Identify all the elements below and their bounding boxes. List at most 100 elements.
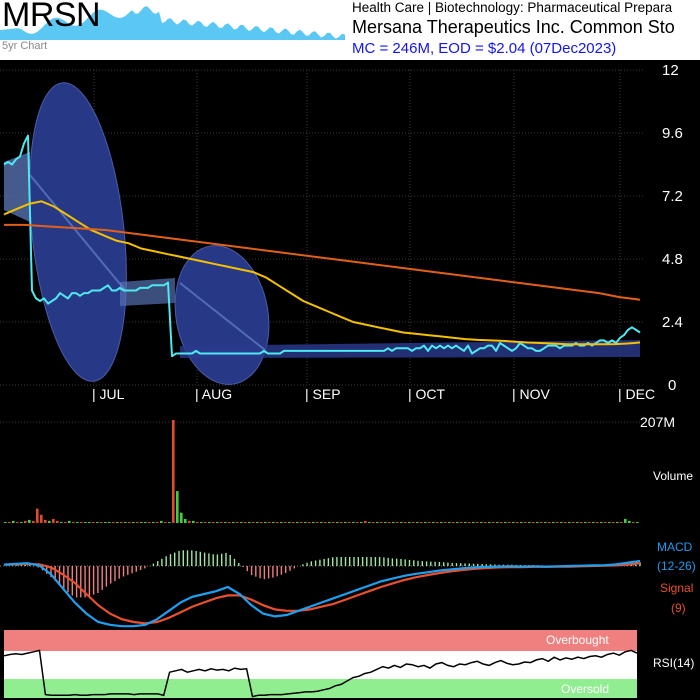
volume-bar <box>176 491 179 523</box>
volume-bar <box>80 522 83 523</box>
volume-bar <box>264 522 267 523</box>
volume-bar <box>572 522 575 523</box>
volume-bar <box>336 522 339 523</box>
volume-bar <box>20 522 23 523</box>
volume-bar <box>292 522 295 523</box>
month-label: | SEP <box>305 386 341 402</box>
volume-bar <box>260 522 263 523</box>
volume-bar <box>412 522 415 523</box>
month-label: | NOV <box>512 386 551 402</box>
volume-bar <box>156 522 159 523</box>
volume-bar <box>12 520 15 523</box>
volume-bar <box>36 508 39 523</box>
volume-bar <box>508 522 511 523</box>
volume-bar <box>480 522 483 523</box>
volume-bar <box>216 522 219 523</box>
volume-bar <box>612 522 615 523</box>
price-series-group <box>3 134 641 358</box>
volume-bar <box>500 522 503 523</box>
month-label: | AUG <box>195 386 232 402</box>
volume-bar <box>144 522 147 523</box>
volume-bar <box>600 522 603 523</box>
volume-bar <box>392 522 395 523</box>
overbought-zone <box>4 630 637 651</box>
volume-bar <box>460 522 463 523</box>
chart-header: MRSN 5yr Chart Health Care | Biotechnolo… <box>0 0 700 60</box>
volume-bar <box>244 522 247 523</box>
volume-bar <box>632 522 635 523</box>
volume-bar <box>556 522 559 523</box>
volume-bar <box>200 522 203 523</box>
volume-bar <box>448 522 451 523</box>
volume-bar <box>504 522 507 523</box>
volume-bar <box>116 522 119 523</box>
series-line-close <box>3 134 641 358</box>
volume-bar <box>248 522 251 523</box>
volume-bar <box>160 520 163 523</box>
bollinger-ellipses <box>4 82 640 385</box>
volume-bar <box>468 522 471 523</box>
volume-bar <box>340 522 343 523</box>
macd-panel <box>0 550 641 628</box>
volume-bar <box>32 520 35 523</box>
volume-bar <box>268 522 271 523</box>
overbought-label: Overbought <box>546 633 609 647</box>
volume-bar <box>168 522 171 523</box>
volume-bar <box>312 522 315 523</box>
volume-bar <box>172 420 175 523</box>
volume-bar <box>484 522 487 523</box>
volume-bar <box>616 522 619 523</box>
rsi-neutral-zone <box>4 651 637 679</box>
volume-bar <box>320 522 323 523</box>
volume-bar <box>520 522 523 523</box>
volume-bar <box>476 522 479 523</box>
volume-panel-background <box>0 410 700 525</box>
trend-line <box>179 282 266 351</box>
volume-bar <box>296 522 299 523</box>
volume-bar <box>28 519 31 523</box>
volume-bar <box>44 519 47 523</box>
volume-bar <box>624 518 627 523</box>
volume-bar <box>72 522 75 523</box>
volume-bar <box>84 522 87 523</box>
volume-bar <box>552 522 555 523</box>
volume-bar <box>408 522 411 523</box>
volume-bar <box>348 522 351 523</box>
signal-label: Signal <box>660 581 693 595</box>
volume-bar <box>636 522 639 523</box>
volume-bar <box>324 522 327 523</box>
volume-bar <box>252 522 255 523</box>
volume-bar <box>384 522 387 523</box>
volume-bar <box>560 522 563 523</box>
volume-bar <box>152 522 155 523</box>
volume-bar <box>96 522 99 523</box>
price-gridlines <box>0 69 645 386</box>
sector-industry-text: Health Care | Biotechnology: Pharmaceuti… <box>352 0 673 15</box>
volume-bar <box>416 522 419 523</box>
volume-bar <box>364 520 367 523</box>
market-cap-eod-text: MC = 246M, EOD = $2.04 (07Dec2023) <box>352 40 617 57</box>
volume-bar <box>184 518 187 523</box>
volume-bar <box>48 520 51 523</box>
volume-bar <box>440 522 443 523</box>
volume-bar <box>68 520 71 523</box>
volume-bar <box>568 522 571 523</box>
signal-params-label: (9) <box>671 601 686 615</box>
price-tick-label: 0 <box>668 377 676 394</box>
volume-bar <box>344 522 347 523</box>
band-segment <box>120 278 175 306</box>
price-axis-ticks: 12 9.6 7.2 4.8 2.4 0 <box>662 62 683 394</box>
volume-bar <box>60 522 63 523</box>
volume-bar <box>232 522 235 523</box>
volume-bar <box>540 522 543 523</box>
volume-bar <box>628 520 631 523</box>
volume-bar <box>304 522 307 523</box>
volume-bar <box>332 522 335 523</box>
volume-bar <box>472 522 475 523</box>
volume-bar <box>52 518 55 523</box>
month-labels: | JUL | AUG | SEP | OCT | NOV | DEC <box>92 386 655 402</box>
price-tick-label: 4.8 <box>662 251 683 268</box>
volume-bar <box>280 522 283 523</box>
company-name: Mersana Therapeutics Inc. Common Sto <box>352 17 675 37</box>
volume-bar <box>488 522 491 523</box>
